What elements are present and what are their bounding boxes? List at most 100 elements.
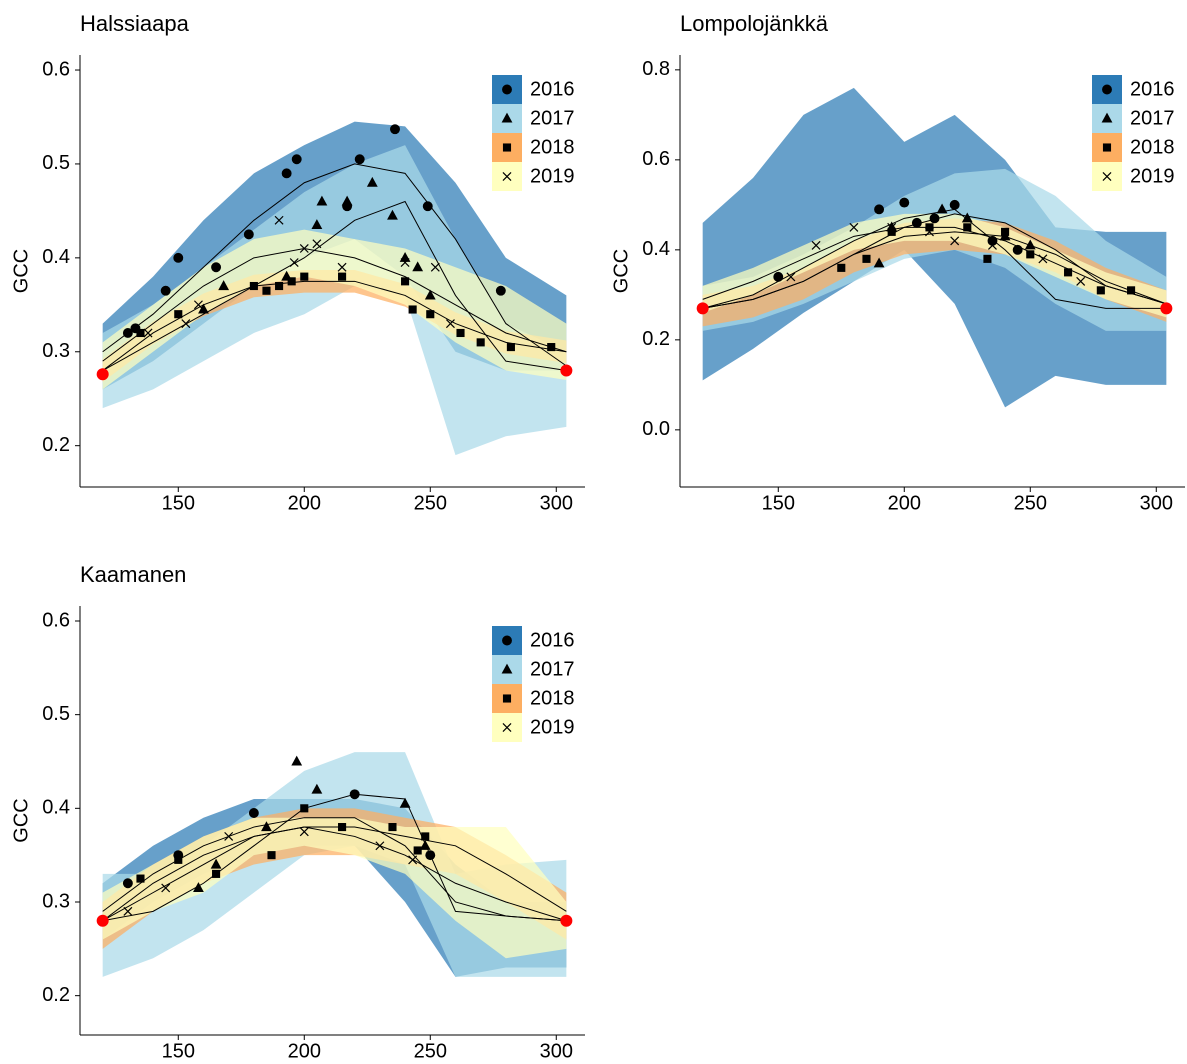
panel: Halssiaapa GCC 0.2 0.3 0.4 0.5 0.6 150 200 250 300… [10,11,585,514]
point [291,755,303,766]
point [349,789,360,800]
point [476,338,485,347]
point [424,289,436,300]
point [218,280,230,291]
y-tick-label: 0.6 [642,148,670,170]
legend-label: 2019 [530,165,575,187]
point [338,272,347,281]
legend-label: 2018 [530,687,575,709]
x-tick-label: 150 [162,492,195,514]
y-tick-label: 0.3 [42,340,70,362]
point [173,252,184,263]
x-tick-label: 300 [1140,492,1173,514]
point [400,258,410,268]
point [773,271,784,282]
point [181,319,191,329]
point [174,310,183,319]
legend-label: 2016 [1130,78,1175,100]
point [291,154,302,165]
point [837,263,846,272]
endpoint [696,302,709,315]
point [899,197,910,208]
point [983,254,992,263]
point [506,343,515,352]
legend-symbol [502,694,512,703]
legend-label: 2017 [530,658,575,680]
legend-label: 2017 [1130,107,1175,129]
y-tick-label: 0.3 [42,890,70,912]
point [224,831,234,841]
point [143,328,153,338]
point [211,262,222,273]
fit-curve [102,793,567,922]
point [249,281,258,291]
legend-symbol [501,663,513,674]
legend-label: 2019 [1130,165,1175,187]
legend-symbol [1101,112,1113,123]
point [299,243,309,253]
point [312,239,322,249]
point [375,841,385,851]
fit-curve [102,280,567,371]
point [1012,244,1023,255]
x-tick-label: 250 [414,1040,447,1062]
fit-curve [102,826,567,922]
point [311,219,323,230]
endpoint [1160,302,1173,315]
point [1001,227,1010,236]
x-tick-label: 200 [888,492,921,514]
y-tick-label: 0.4 [42,797,70,819]
point [445,319,455,329]
x-tick-label: 150 [162,1040,195,1062]
point [936,203,948,214]
point [430,262,440,272]
panel-title: Kaamanen [80,562,186,587]
fit-curve [702,231,1167,309]
panel-title: Lompolojänkkä [680,11,829,36]
fit-curve [102,200,567,372]
point [925,227,934,237]
point [1096,286,1105,295]
endpoint [560,914,573,927]
legend-symbol [1102,172,1112,181]
point [210,858,222,869]
point [425,850,436,861]
fit-curve [102,826,567,922]
point [198,303,209,314]
point [300,272,309,281]
point [873,257,885,268]
point [387,209,398,220]
point [123,906,133,916]
point [390,124,400,135]
point [281,168,292,179]
legend-symbol [1102,84,1112,95]
point [419,839,431,850]
y-tick-label: 0.5 [42,703,70,725]
point [988,240,997,250]
panel: Kaamanen GCC 0.2 0.3 0.4 0.5 0.6 150 200 250 300 20… [10,562,585,1062]
point [337,262,347,272]
point [366,176,378,187]
fit-curve [102,247,567,362]
endpoint [560,364,573,377]
x-tick-label: 250 [414,492,447,514]
legend-label: 2016 [530,629,575,651]
legend-symbol [502,172,512,181]
legend-label: 2019 [530,716,575,738]
point [408,305,417,314]
y-axis-label: GCC [10,249,32,293]
fit-curve [102,163,567,367]
point [399,797,411,808]
point [862,254,871,263]
point [136,328,145,338]
y-tick-label: 0.4 [42,246,70,268]
point [412,261,424,272]
confidence-band [702,213,1167,318]
point [1026,250,1035,259]
point [212,869,221,878]
point [299,827,309,837]
point [136,874,145,883]
point [262,286,271,295]
point [987,235,998,246]
